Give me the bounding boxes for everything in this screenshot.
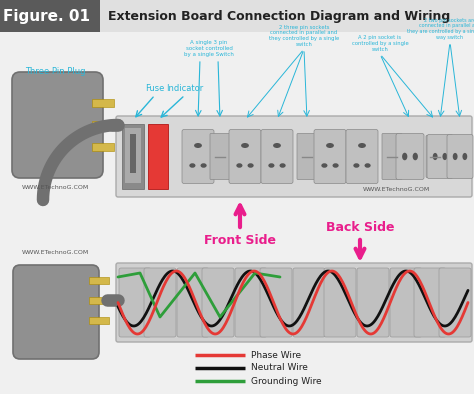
FancyBboxPatch shape [346,130,378,184]
Text: WWW.ETechnoG.COM: WWW.ETechnoG.COM [363,187,430,192]
Text: Figure. 01: Figure. 01 [3,9,90,24]
FancyBboxPatch shape [324,268,356,337]
Text: 2 three pin sockets
connected in parallel and
they controlled by a single
switch: 2 three pin sockets connected in paralle… [269,24,339,47]
FancyBboxPatch shape [116,116,472,197]
FancyBboxPatch shape [427,134,453,178]
Text: Fuse: Fuse [146,84,164,93]
Text: Back Side: Back Side [326,221,394,234]
FancyBboxPatch shape [0,0,100,32]
Text: WWW.ETechnoG.COM: WWW.ETechnoG.COM [21,250,89,255]
FancyBboxPatch shape [0,32,474,394]
FancyBboxPatch shape [89,297,109,304]
FancyBboxPatch shape [0,0,474,32]
FancyBboxPatch shape [130,134,136,173]
Ellipse shape [273,143,281,148]
FancyBboxPatch shape [293,268,325,337]
Text: A single 3 pin
socket controlled
by a single Switch: A single 3 pin socket controlled by a si… [184,41,234,57]
Ellipse shape [189,163,195,168]
Text: A 2 pin socket is
controlled by a single
switch: A 2 pin socket is controlled by a single… [352,35,409,52]
FancyBboxPatch shape [177,268,209,337]
Ellipse shape [194,143,202,148]
Ellipse shape [353,163,359,168]
Ellipse shape [201,163,207,168]
Ellipse shape [321,163,328,168]
Ellipse shape [413,153,418,160]
FancyBboxPatch shape [92,143,114,151]
Ellipse shape [247,163,254,168]
Ellipse shape [402,153,407,160]
Ellipse shape [333,163,339,168]
Text: Grounding Wire: Grounding Wire [251,377,322,385]
FancyBboxPatch shape [89,317,109,324]
FancyBboxPatch shape [426,136,444,178]
FancyBboxPatch shape [235,268,267,337]
FancyBboxPatch shape [89,277,109,284]
Ellipse shape [241,143,249,148]
FancyBboxPatch shape [390,268,422,337]
FancyBboxPatch shape [125,128,141,183]
FancyBboxPatch shape [447,134,473,178]
Ellipse shape [280,163,286,168]
Ellipse shape [463,153,467,160]
FancyBboxPatch shape [414,268,446,337]
FancyBboxPatch shape [116,263,472,342]
Ellipse shape [453,153,457,160]
FancyBboxPatch shape [12,72,103,178]
FancyBboxPatch shape [314,130,346,184]
FancyBboxPatch shape [297,134,317,180]
Ellipse shape [365,163,371,168]
Text: Extension Board Connection Diagram and Wiring: Extension Board Connection Diagram and W… [108,9,450,22]
FancyBboxPatch shape [148,124,168,189]
Text: Front Side: Front Side [204,234,276,247]
FancyBboxPatch shape [382,134,402,180]
Ellipse shape [358,143,366,148]
Ellipse shape [237,163,243,168]
FancyBboxPatch shape [261,130,293,184]
Text: Phase Wire: Phase Wire [251,351,301,359]
Text: WWW.ETechnoG.COM: WWW.ETechnoG.COM [21,185,89,190]
FancyBboxPatch shape [439,268,471,337]
FancyBboxPatch shape [357,268,389,337]
FancyBboxPatch shape [396,134,424,180]
FancyBboxPatch shape [92,121,114,129]
FancyBboxPatch shape [119,268,151,337]
FancyBboxPatch shape [144,268,176,337]
FancyBboxPatch shape [202,268,234,337]
FancyBboxPatch shape [210,134,230,180]
Ellipse shape [268,163,274,168]
Ellipse shape [326,143,334,148]
Text: Indicator: Indicator [166,84,204,93]
FancyBboxPatch shape [182,130,214,184]
Text: 2 two pin sockets are
connected in parallel and
they are controlled by a single : 2 two pin sockets are connected in paral… [407,18,474,40]
FancyBboxPatch shape [260,268,292,337]
FancyBboxPatch shape [122,124,144,189]
Text: Three Pin Plug: Three Pin Plug [25,67,85,76]
FancyBboxPatch shape [92,99,114,107]
Ellipse shape [442,153,447,160]
Text: Neutral Wire: Neutral Wire [251,364,308,372]
FancyBboxPatch shape [229,130,261,184]
Ellipse shape [433,153,438,160]
FancyBboxPatch shape [13,265,99,359]
